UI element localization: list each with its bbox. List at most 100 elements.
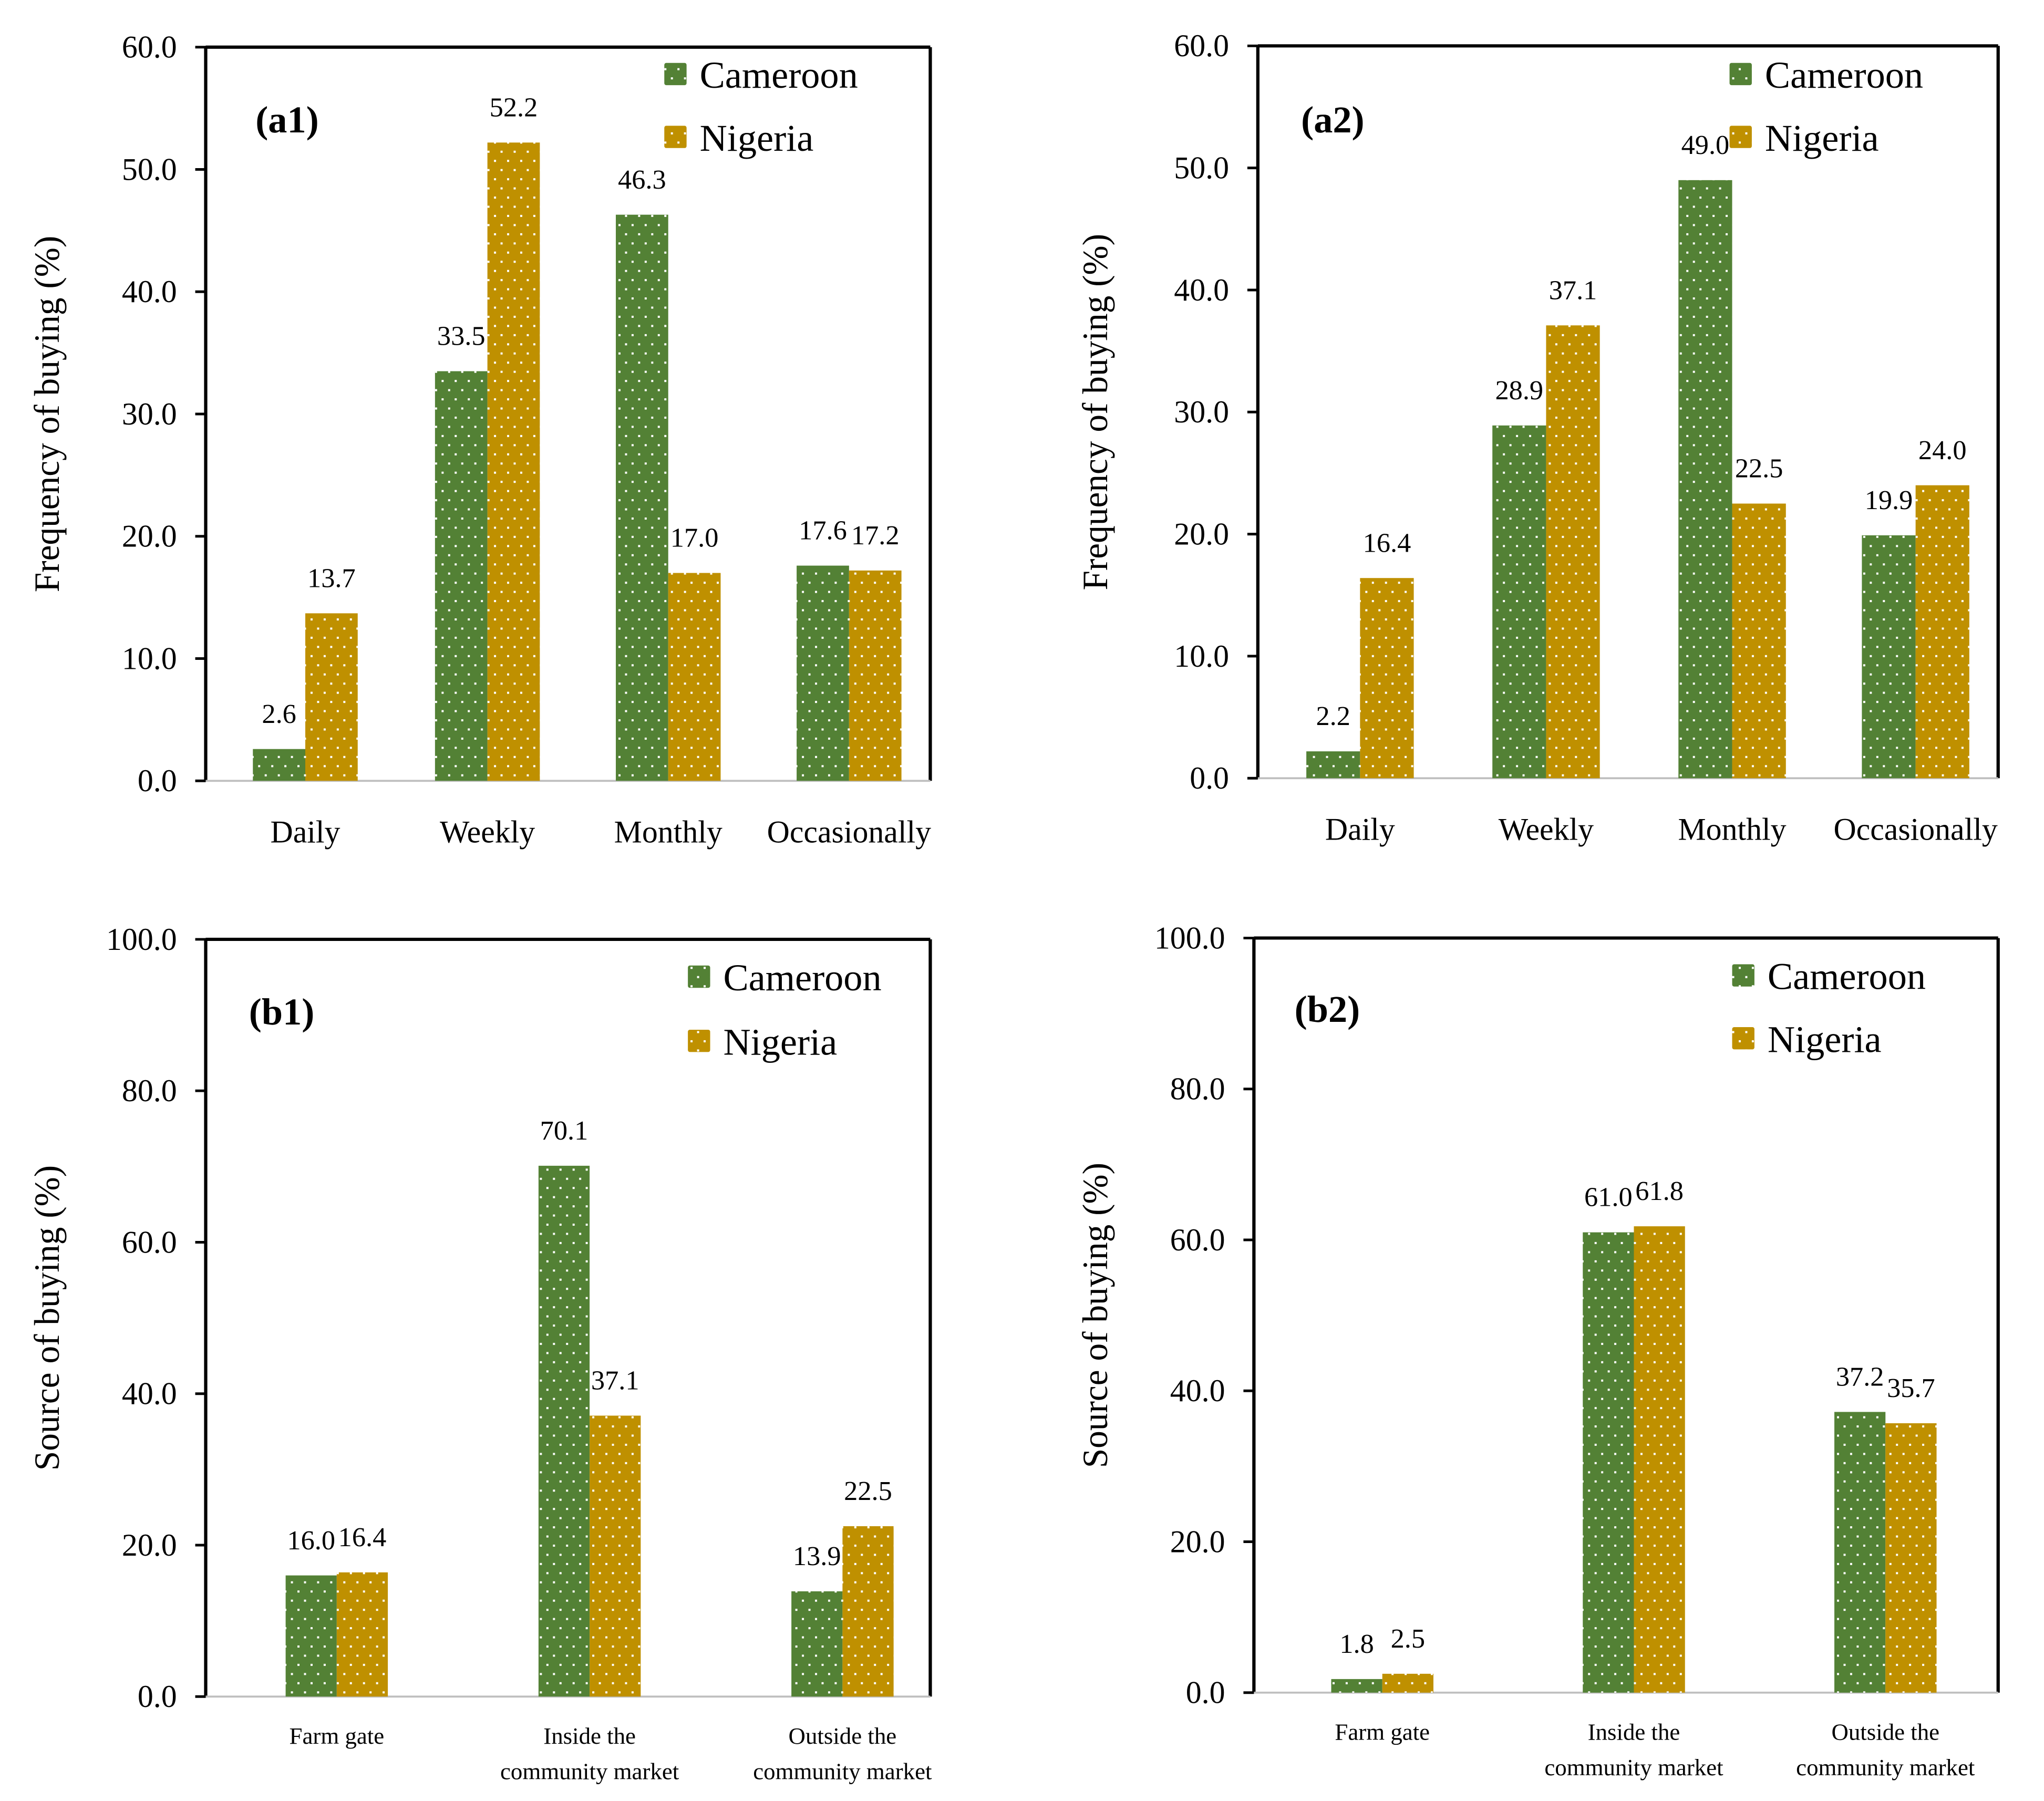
y-axis-title: Frequency of buying (%)	[1076, 234, 1115, 591]
y-tick-label: 10.0	[1174, 639, 1229, 674]
legend-swatch-nigeria	[664, 126, 687, 148]
data-label: 24.0	[1918, 435, 1967, 465]
data-label: 46.3	[618, 164, 666, 195]
data-label: 61.8	[1635, 1176, 1684, 1206]
bar-cameroon	[1834, 1412, 1886, 1693]
legend-label-nigeria: Nigeria	[1768, 1018, 1882, 1060]
panel-label: (b1)	[249, 991, 315, 1033]
legend-swatch-cameroon	[688, 965, 710, 988]
y-tick-label: 0.0	[138, 1679, 177, 1714]
x-tick-label: community market	[1544, 1754, 1723, 1781]
bar-cameroon	[1862, 535, 1916, 779]
y-tick-label: 60.0	[1170, 1223, 1225, 1257]
x-tick-label: Occasionally	[767, 814, 931, 849]
y-axis-title: Source of buying (%)	[27, 1165, 67, 1471]
bar-cameroon	[253, 749, 306, 781]
data-label: 16.4	[338, 1522, 387, 1552]
bar-cameroon	[791, 1591, 843, 1697]
bar-nigeria	[1915, 485, 1969, 779]
bar-nigeria	[305, 613, 358, 781]
x-tick-label: Weekly	[1499, 812, 1594, 846]
legend-swatch-nigeria	[1732, 1027, 1754, 1050]
x-tick-label: community market	[753, 1758, 932, 1784]
legend-label-nigeria: Nigeria	[700, 117, 814, 159]
data-label: 35.7	[1887, 1373, 1935, 1403]
legend-swatch-nigeria	[688, 1029, 710, 1052]
legend-swatch-nigeria	[1729, 126, 1752, 148]
bar-cameroon	[615, 214, 668, 781]
data-label: 2.2	[1316, 701, 1350, 731]
y-tick-label: 30.0	[122, 397, 177, 431]
data-label: 2.6	[262, 699, 296, 729]
y-tick-label: 100.0	[106, 922, 177, 957]
data-label: 70.1	[540, 1115, 589, 1146]
data-label: 17.6	[799, 515, 847, 546]
bar-cameroon	[797, 565, 849, 781]
y-tick-label: 40.0	[122, 274, 177, 309]
bar-nigeria	[1732, 503, 1786, 779]
data-label: 16.0	[287, 1525, 335, 1556]
chart-panel-a1: 0.0 10.0 20.0 30.0 40.0 50.0 60.0 Frequency of …	[27, 30, 932, 849]
y-tick-label: 60.0	[1174, 28, 1229, 63]
y-tick-label: 80.0	[122, 1073, 177, 1108]
data-label: 16.4	[1363, 527, 1411, 558]
data-label: 19.9	[1865, 485, 1913, 515]
data-label: 13.7	[307, 563, 356, 593]
y-axis-title: Frequency of buying (%)	[27, 236, 67, 593]
y-tick-label: 60.0	[122, 30, 177, 65]
legend-swatch-cameroon	[664, 63, 687, 86]
bar-cameroon	[1583, 1232, 1634, 1693]
x-tick-label: Inside the	[543, 1723, 636, 1749]
x-tick-label: Outside the	[1831, 1719, 1939, 1745]
y-tick-label: 40.0	[1170, 1373, 1225, 1408]
y-tick-label: 40.0	[122, 1376, 177, 1411]
data-label: 49.0	[1681, 130, 1730, 160]
y-tick-label: 0.0	[138, 763, 177, 798]
data-label: 33.5	[437, 321, 486, 351]
legend-label-cameroon: Cameroon	[1765, 54, 1923, 96]
x-tick-label: Monthly	[614, 814, 722, 849]
legend-swatch-cameroon	[1732, 964, 1754, 987]
legend-label-cameroon: Cameroon	[1768, 956, 1926, 998]
bar-nigeria	[849, 570, 902, 781]
panel-label: (b2)	[1295, 988, 1360, 1030]
chart-panel-b2: 0.0 20.0 40.0 60.0 80.0 100.0 Source of buying…	[1076, 920, 2000, 1781]
y-tick-label: 100.0	[1154, 920, 1225, 955]
x-tick-label: Daily	[1325, 812, 1395, 846]
bar-nigeria	[1382, 1673, 1433, 1693]
bar-cameroon	[1678, 180, 1732, 779]
x-tick-label: Farm gate	[1335, 1719, 1430, 1745]
y-tick-label: 0.0	[1190, 761, 1229, 795]
bar-nigeria	[1634, 1226, 1685, 1693]
legend-swatch-cameroon	[1729, 63, 1752, 86]
y-tick-label: 50.0	[1174, 151, 1229, 185]
y-tick-label: 20.0	[1170, 1524, 1225, 1559]
data-label: 1.8	[1339, 1629, 1374, 1659]
y-axis-title: Source of buying (%)	[1076, 1163, 1115, 1468]
bar-nigeria	[336, 1572, 388, 1697]
x-tick-label: community market	[500, 1758, 679, 1784]
legend-label-nigeria: Nigeria	[1765, 117, 1879, 159]
data-label: 37.1	[591, 1365, 639, 1396]
data-label: 22.5	[1735, 453, 1783, 484]
bar-nigeria	[668, 573, 721, 781]
bar-cameroon	[285, 1575, 337, 1697]
y-tick-label: 50.0	[122, 152, 177, 187]
x-tick-label: Inside the	[1588, 1719, 1680, 1745]
panel-label: (a1)	[255, 99, 318, 141]
chart-panel-a2: 0.0 10.0 20.0 30.0 40.0 50.0 60.0 Frequency of …	[1076, 28, 2000, 846]
legend-label-cameroon: Cameroon	[723, 957, 881, 999]
y-tick-label: 80.0	[1170, 1072, 1225, 1106]
bar-cameroon	[1492, 425, 1546, 779]
data-label: 37.1	[1549, 275, 1597, 305]
data-label: 17.2	[851, 520, 900, 551]
legend-label-cameroon: Cameroon	[700, 54, 858, 96]
bar-cameroon	[1331, 1679, 1382, 1693]
bar-nigeria	[1360, 578, 1414, 779]
bar-nigeria	[842, 1526, 894, 1697]
x-tick-label: Outside the	[789, 1723, 897, 1749]
bar-nigeria	[487, 142, 540, 781]
y-tick-label: 0.0	[1186, 1675, 1225, 1710]
data-label: 28.9	[1495, 375, 1543, 406]
